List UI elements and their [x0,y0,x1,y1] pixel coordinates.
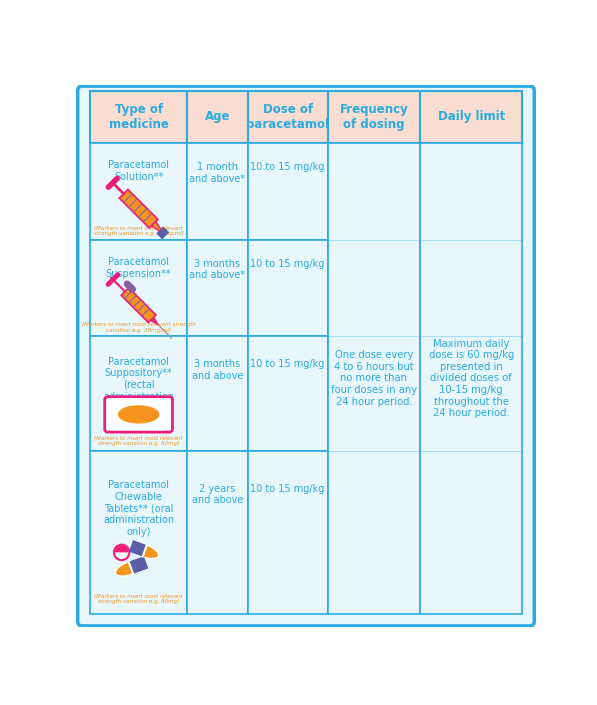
Text: Age: Age [205,111,230,123]
Wedge shape [115,546,128,553]
Text: Dose of
paracetamol: Dose of paracetamol [246,103,329,131]
Bar [328,91,420,143]
Polygon shape [128,556,148,574]
Polygon shape [129,540,147,557]
Bar [420,91,522,143]
Text: [Markers to insert most relevant strength
variation e.g. 20mg/ml]: [Markers to insert most relevant strengt… [82,322,195,333]
Bar [420,143,522,613]
Polygon shape [152,221,164,233]
Text: Maximum daily
dose is 60 mg/kg
presented in
divided doses of
10-15 mg/kg
through: Maximum daily dose is 60 mg/kg presented… [429,338,514,418]
Polygon shape [121,288,156,323]
Bar [90,143,187,240]
Text: 10 to 15 mg/kg: 10 to 15 mg/kg [250,162,325,173]
Polygon shape [157,227,169,239]
Text: 2 years
and above: 2 years and above [192,484,243,505]
Text: 3 months
and above*: 3 months and above* [189,259,245,281]
Text: Frequency
of dosing: Frequency of dosing [340,103,408,131]
Text: 1 month
and above*: 1 month and above* [189,162,245,184]
Bar [187,143,248,240]
Bar [187,91,248,143]
Text: 3 months
and above: 3 months and above [192,359,243,381]
Text: [Markers to insert most relevant
strength variation e.g. 24mg/ml]: [Markers to insert most relevant strengt… [94,226,183,236]
Bar [90,336,187,451]
Ellipse shape [119,406,159,423]
FancyBboxPatch shape [104,397,173,432]
Bar [90,240,187,336]
Bar [187,451,248,613]
Text: Paracetamol
Chewable
Tablets** (oral
administration
only): Paracetamol Chewable Tablets** (oral adm… [103,481,174,537]
FancyBboxPatch shape [78,86,534,626]
Bar [248,143,328,240]
Text: 10 to 15 mg/kg: 10 to 15 mg/kg [250,259,325,269]
Text: Daily limit: Daily limit [438,111,505,123]
Text: [Markers to insert most relevant
strength variation e.g. 60mg]: [Markers to insert most relevant strengt… [94,436,183,446]
Text: One dose every
4 to 6 hours but
no more than
four doses in any
24 hour period.: One dose every 4 to 6 hours but no more … [331,350,417,407]
Bar [328,143,420,613]
Text: 10 to 15 mg/kg: 10 to 15 mg/kg [250,484,325,494]
Text: Paracetamol
Solution**: Paracetamol Solution** [108,161,169,182]
Ellipse shape [131,544,159,558]
Ellipse shape [114,545,130,560]
Bar [248,240,328,336]
Bar [187,240,248,336]
Bar [248,451,328,613]
Bar [90,451,187,613]
Text: 10 to 15 mg/kg: 10 to 15 mg/kg [250,359,325,369]
Ellipse shape [115,560,146,576]
Bar [248,336,328,451]
Bar [248,91,328,143]
Text: [Markers to insert most relevant
strength variation e.g. 80mg]: [Markers to insert most relevant strengt… [94,594,183,604]
Bar [90,91,187,143]
Text: Paracetamol
Suspension**: Paracetamol Suspension** [106,257,171,278]
Polygon shape [119,190,158,228]
Polygon shape [150,317,159,325]
Text: Type of
medicine: Type of medicine [109,103,168,131]
Text: Paracetamol
Suppository**
(rectal
administration
only): Paracetamol Suppository** (rectal admini… [103,357,174,413]
Bar [187,336,248,451]
